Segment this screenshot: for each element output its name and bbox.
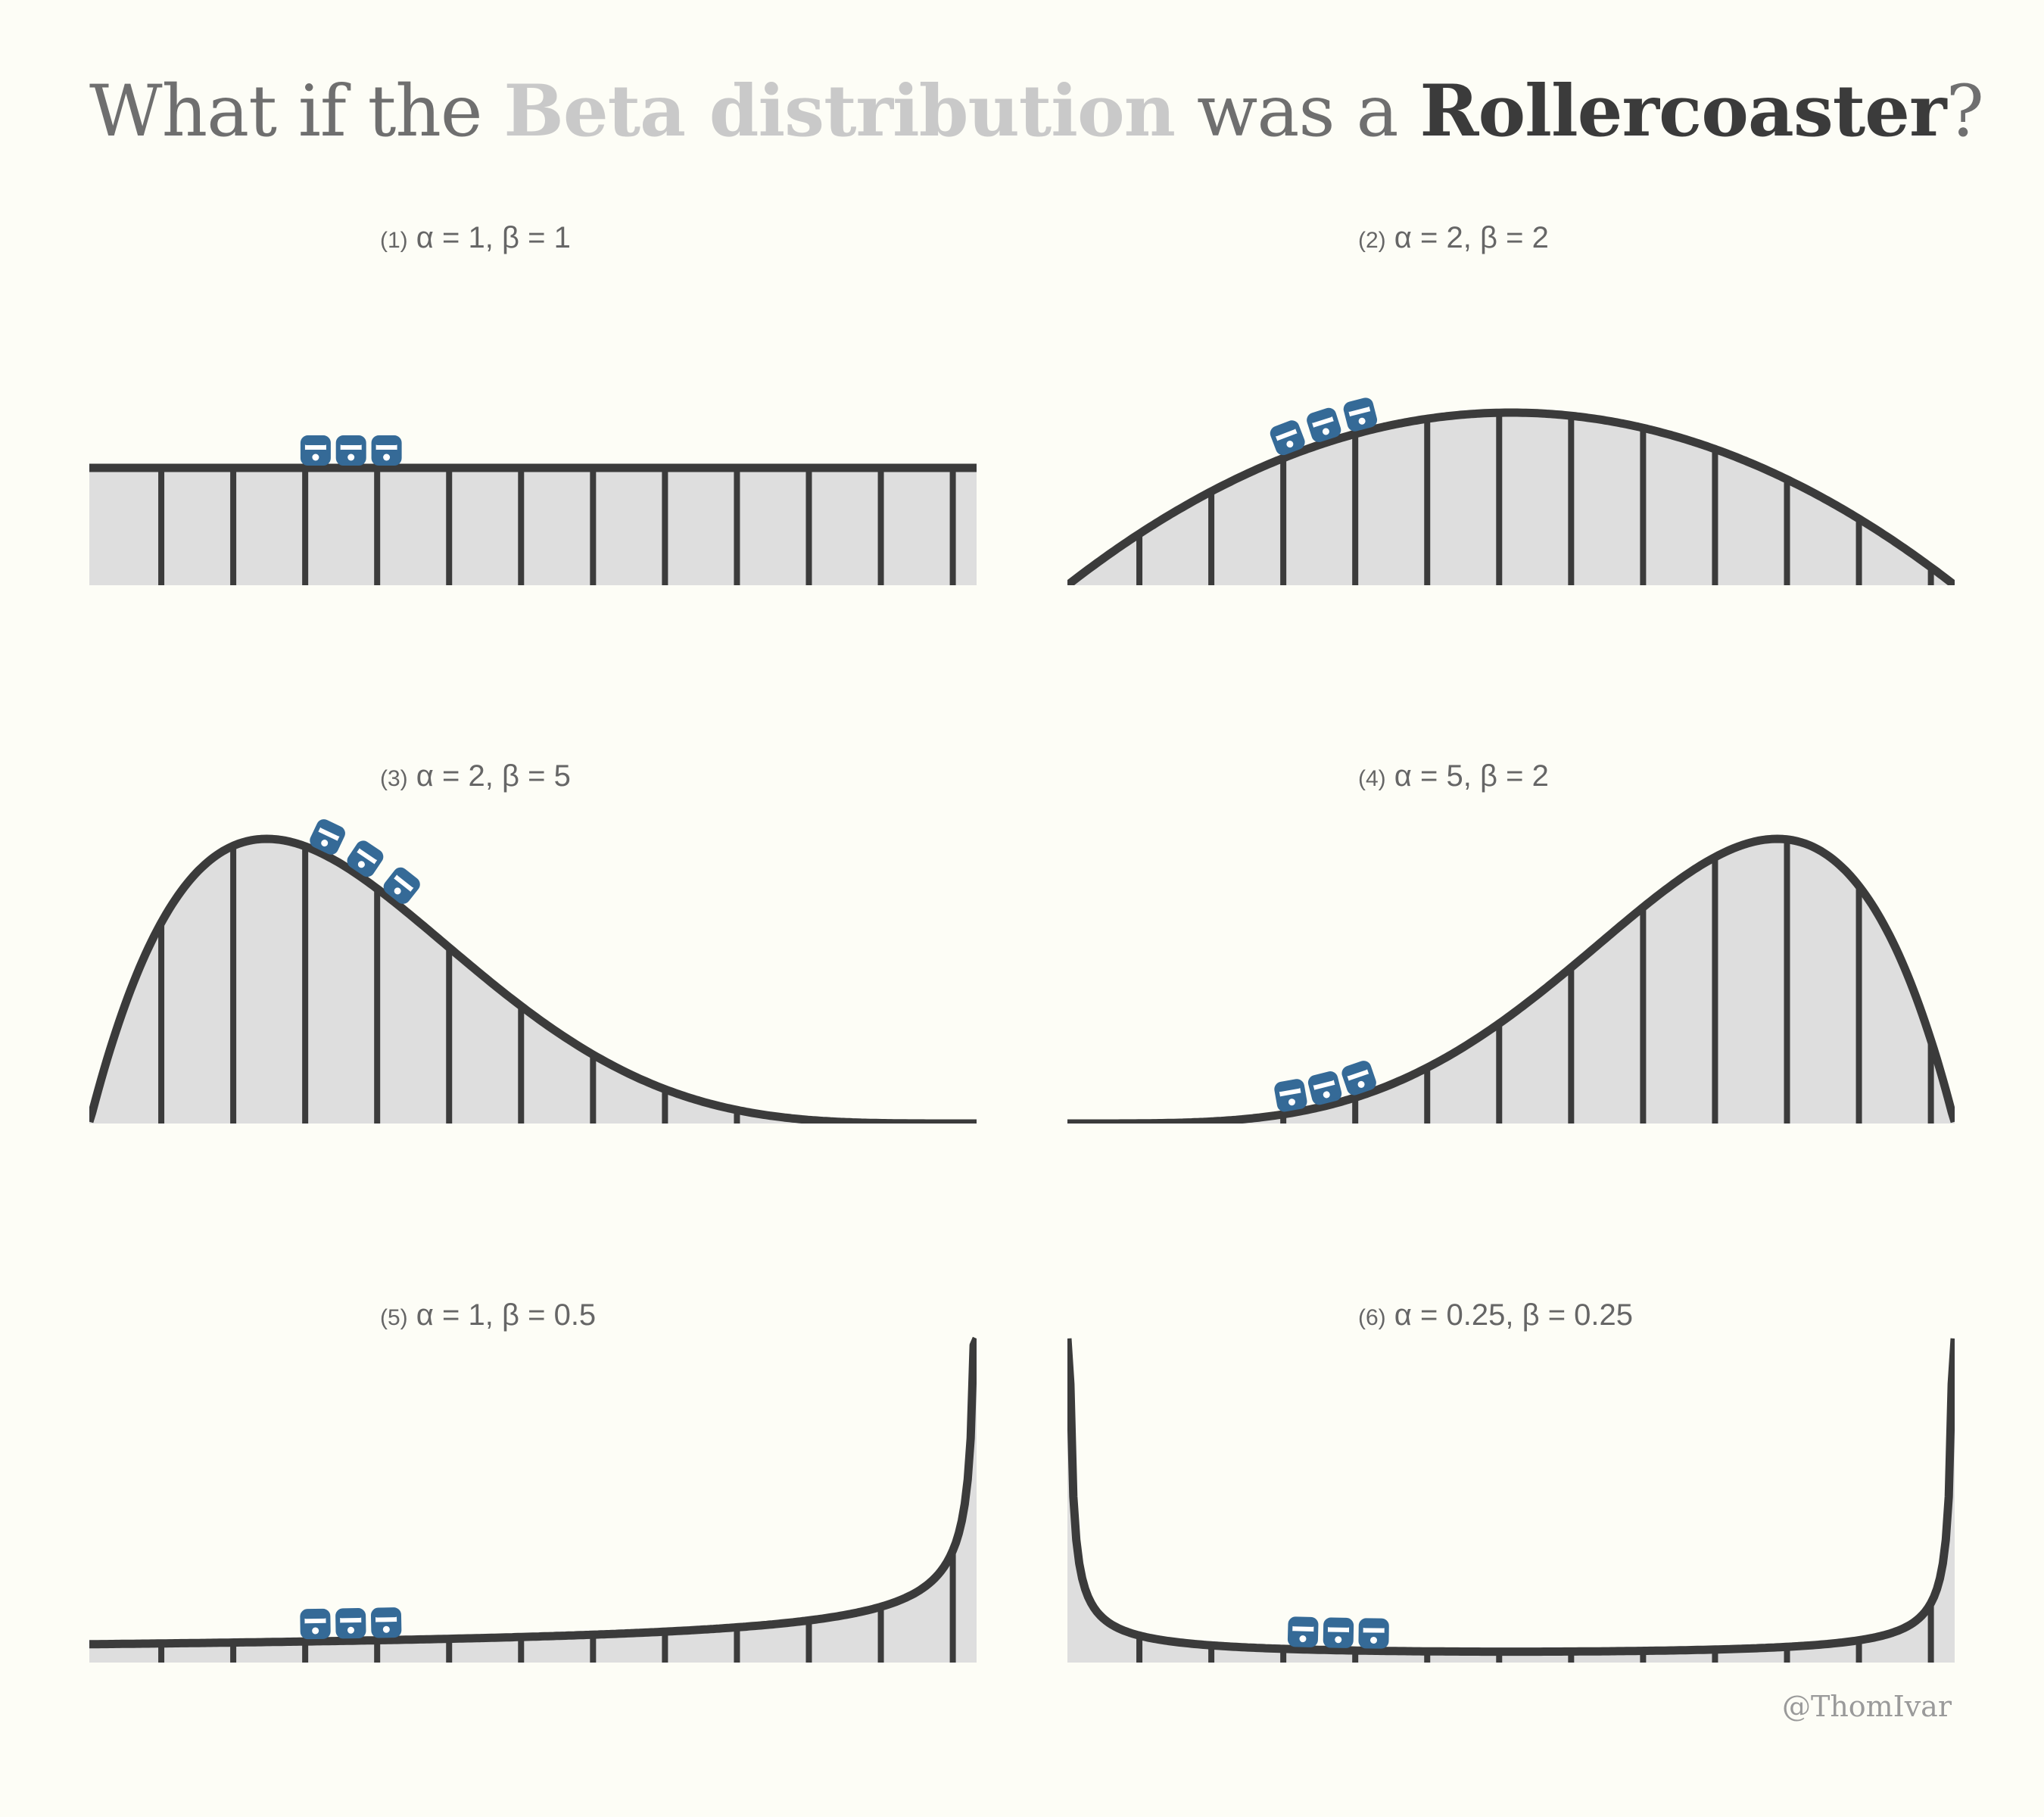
panel-number-4: (4) <box>1358 766 1386 791</box>
track-line <box>1067 408 1955 585</box>
beta-panel-2 <box>1067 408 1955 585</box>
cart-icon <box>1274 1079 1307 1112</box>
area-fill <box>89 839 977 1124</box>
cart-icon <box>1341 1061 1376 1095</box>
panel-number-2: (2) <box>1358 228 1386 253</box>
cart-icon <box>310 819 345 855</box>
beta-panel-5 <box>89 1336 977 1663</box>
area-fill <box>89 1339 977 1663</box>
panel-params-1: α = 1, β = 1 <box>416 221 571 254</box>
panel-title-4: (4) α = 5, β = 2 <box>1358 759 1812 793</box>
panel-number-3: (3) <box>380 766 408 791</box>
panel-params-4: α = 5, β = 2 <box>1394 759 1549 793</box>
cart-icon <box>1307 407 1341 442</box>
title-part-5: ? <box>1946 70 1984 153</box>
beta-panel-6 <box>1067 1338 1955 1663</box>
cart-icon <box>383 867 420 904</box>
cart-icon <box>370 1607 402 1638</box>
cart-icon <box>335 435 366 466</box>
author-credit: @ThomIvar <box>1781 1690 1952 1723</box>
cart-icon <box>300 435 331 466</box>
panel-number-6: (6) <box>1358 1305 1386 1330</box>
area-fill <box>1067 839 1955 1124</box>
cart-icon <box>347 840 384 877</box>
panel-title-3: (3) α = 2, β = 5 <box>380 759 834 793</box>
track-line <box>89 1336 977 1649</box>
area-fill <box>1067 1339 1955 1663</box>
panel-title-1: (1) α = 1, β = 1 <box>380 221 834 255</box>
cart-icon <box>1287 1616 1319 1647</box>
cart-icon <box>1323 1617 1354 1648</box>
title-part-3: was a <box>1174 70 1420 153</box>
panel-params-3: α = 2, β = 5 <box>416 759 571 793</box>
beta-panel-1 <box>89 463 977 585</box>
cart-icon <box>335 1608 366 1639</box>
track-line <box>1067 1338 1955 1656</box>
area-fill <box>89 468 977 585</box>
track-line <box>89 834 977 1124</box>
title-rollercoaster: Rollercoaster <box>1419 70 1946 153</box>
panel-title-2: (2) α = 2, β = 2 <box>1358 221 1812 255</box>
panel-params-6: α = 0.25, β = 0.25 <box>1394 1298 1634 1332</box>
panel-title-6: (6) α = 0.25, β = 0.25 <box>1358 1298 1812 1332</box>
panel-number-1: (1) <box>380 228 408 253</box>
panel-params-2: α = 2, β = 2 <box>1394 221 1549 254</box>
title-part-1: What if the <box>89 70 504 153</box>
cart-icon <box>300 1608 331 1640</box>
cart-icon <box>1358 1618 1389 1649</box>
panel-number-5: (5) <box>380 1305 408 1330</box>
cart-icon <box>1343 397 1378 432</box>
track-line <box>1067 834 1955 1124</box>
cart-icon <box>1270 420 1305 456</box>
panel-params-5: α = 1, β = 0.5 <box>416 1298 597 1332</box>
panel-title-5: (5) α = 1, β = 0.5 <box>380 1298 834 1332</box>
beta-panel-4 <box>1067 834 1955 1124</box>
title-beta-distribution: Beta distribution <box>503 70 1176 153</box>
chart-title: What if the Beta distribution was a Roll… <box>89 70 1984 153</box>
cart-icon <box>371 435 402 466</box>
beta-panel-3 <box>89 834 977 1124</box>
cart-icon <box>1307 1071 1342 1105</box>
